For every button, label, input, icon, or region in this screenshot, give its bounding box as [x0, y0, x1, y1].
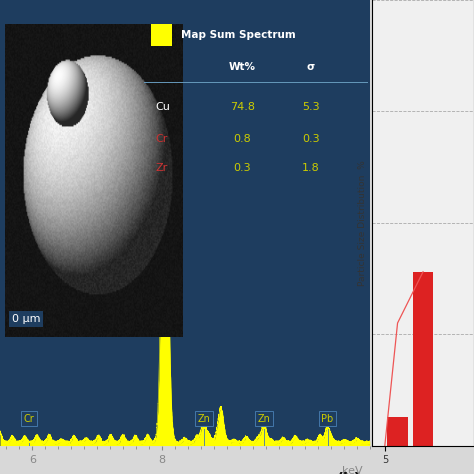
Text: 5.3: 5.3 [302, 102, 319, 112]
Text: Cu: Cu [156, 102, 171, 112]
Text: Map Sum Spectrum: Map Sum Spectrum [181, 30, 296, 40]
Text: (b): (b) [337, 472, 361, 474]
Bar [413, 272, 433, 446]
Text: Cu: Cu [158, 119, 171, 129]
Text: Pb: Pb [321, 414, 334, 424]
Text: 0.3: 0.3 [234, 163, 251, 173]
Y-axis label: Particle Size Distribution  %: Particle Size Distribution % [357, 160, 366, 286]
Text: Cr: Cr [24, 414, 35, 424]
Text: σ: σ [307, 62, 315, 72]
Text: 74.8: 74.8 [230, 102, 255, 112]
Text: keV: keV [342, 465, 362, 474]
Text: 1.8: 1.8 [301, 163, 319, 173]
Text: Zr: Zr [156, 163, 168, 173]
FancyBboxPatch shape [151, 24, 172, 46]
Bar [387, 417, 408, 446]
Text: Cr: Cr [156, 134, 168, 144]
Text: 0 μm: 0 μm [12, 314, 40, 324]
Text: 0.3: 0.3 [302, 134, 319, 144]
Text: 0.8: 0.8 [233, 134, 251, 144]
Text: Wt%: Wt% [229, 62, 256, 72]
Text: Zn: Zn [197, 414, 210, 424]
Text: Zn: Zn [257, 414, 271, 424]
